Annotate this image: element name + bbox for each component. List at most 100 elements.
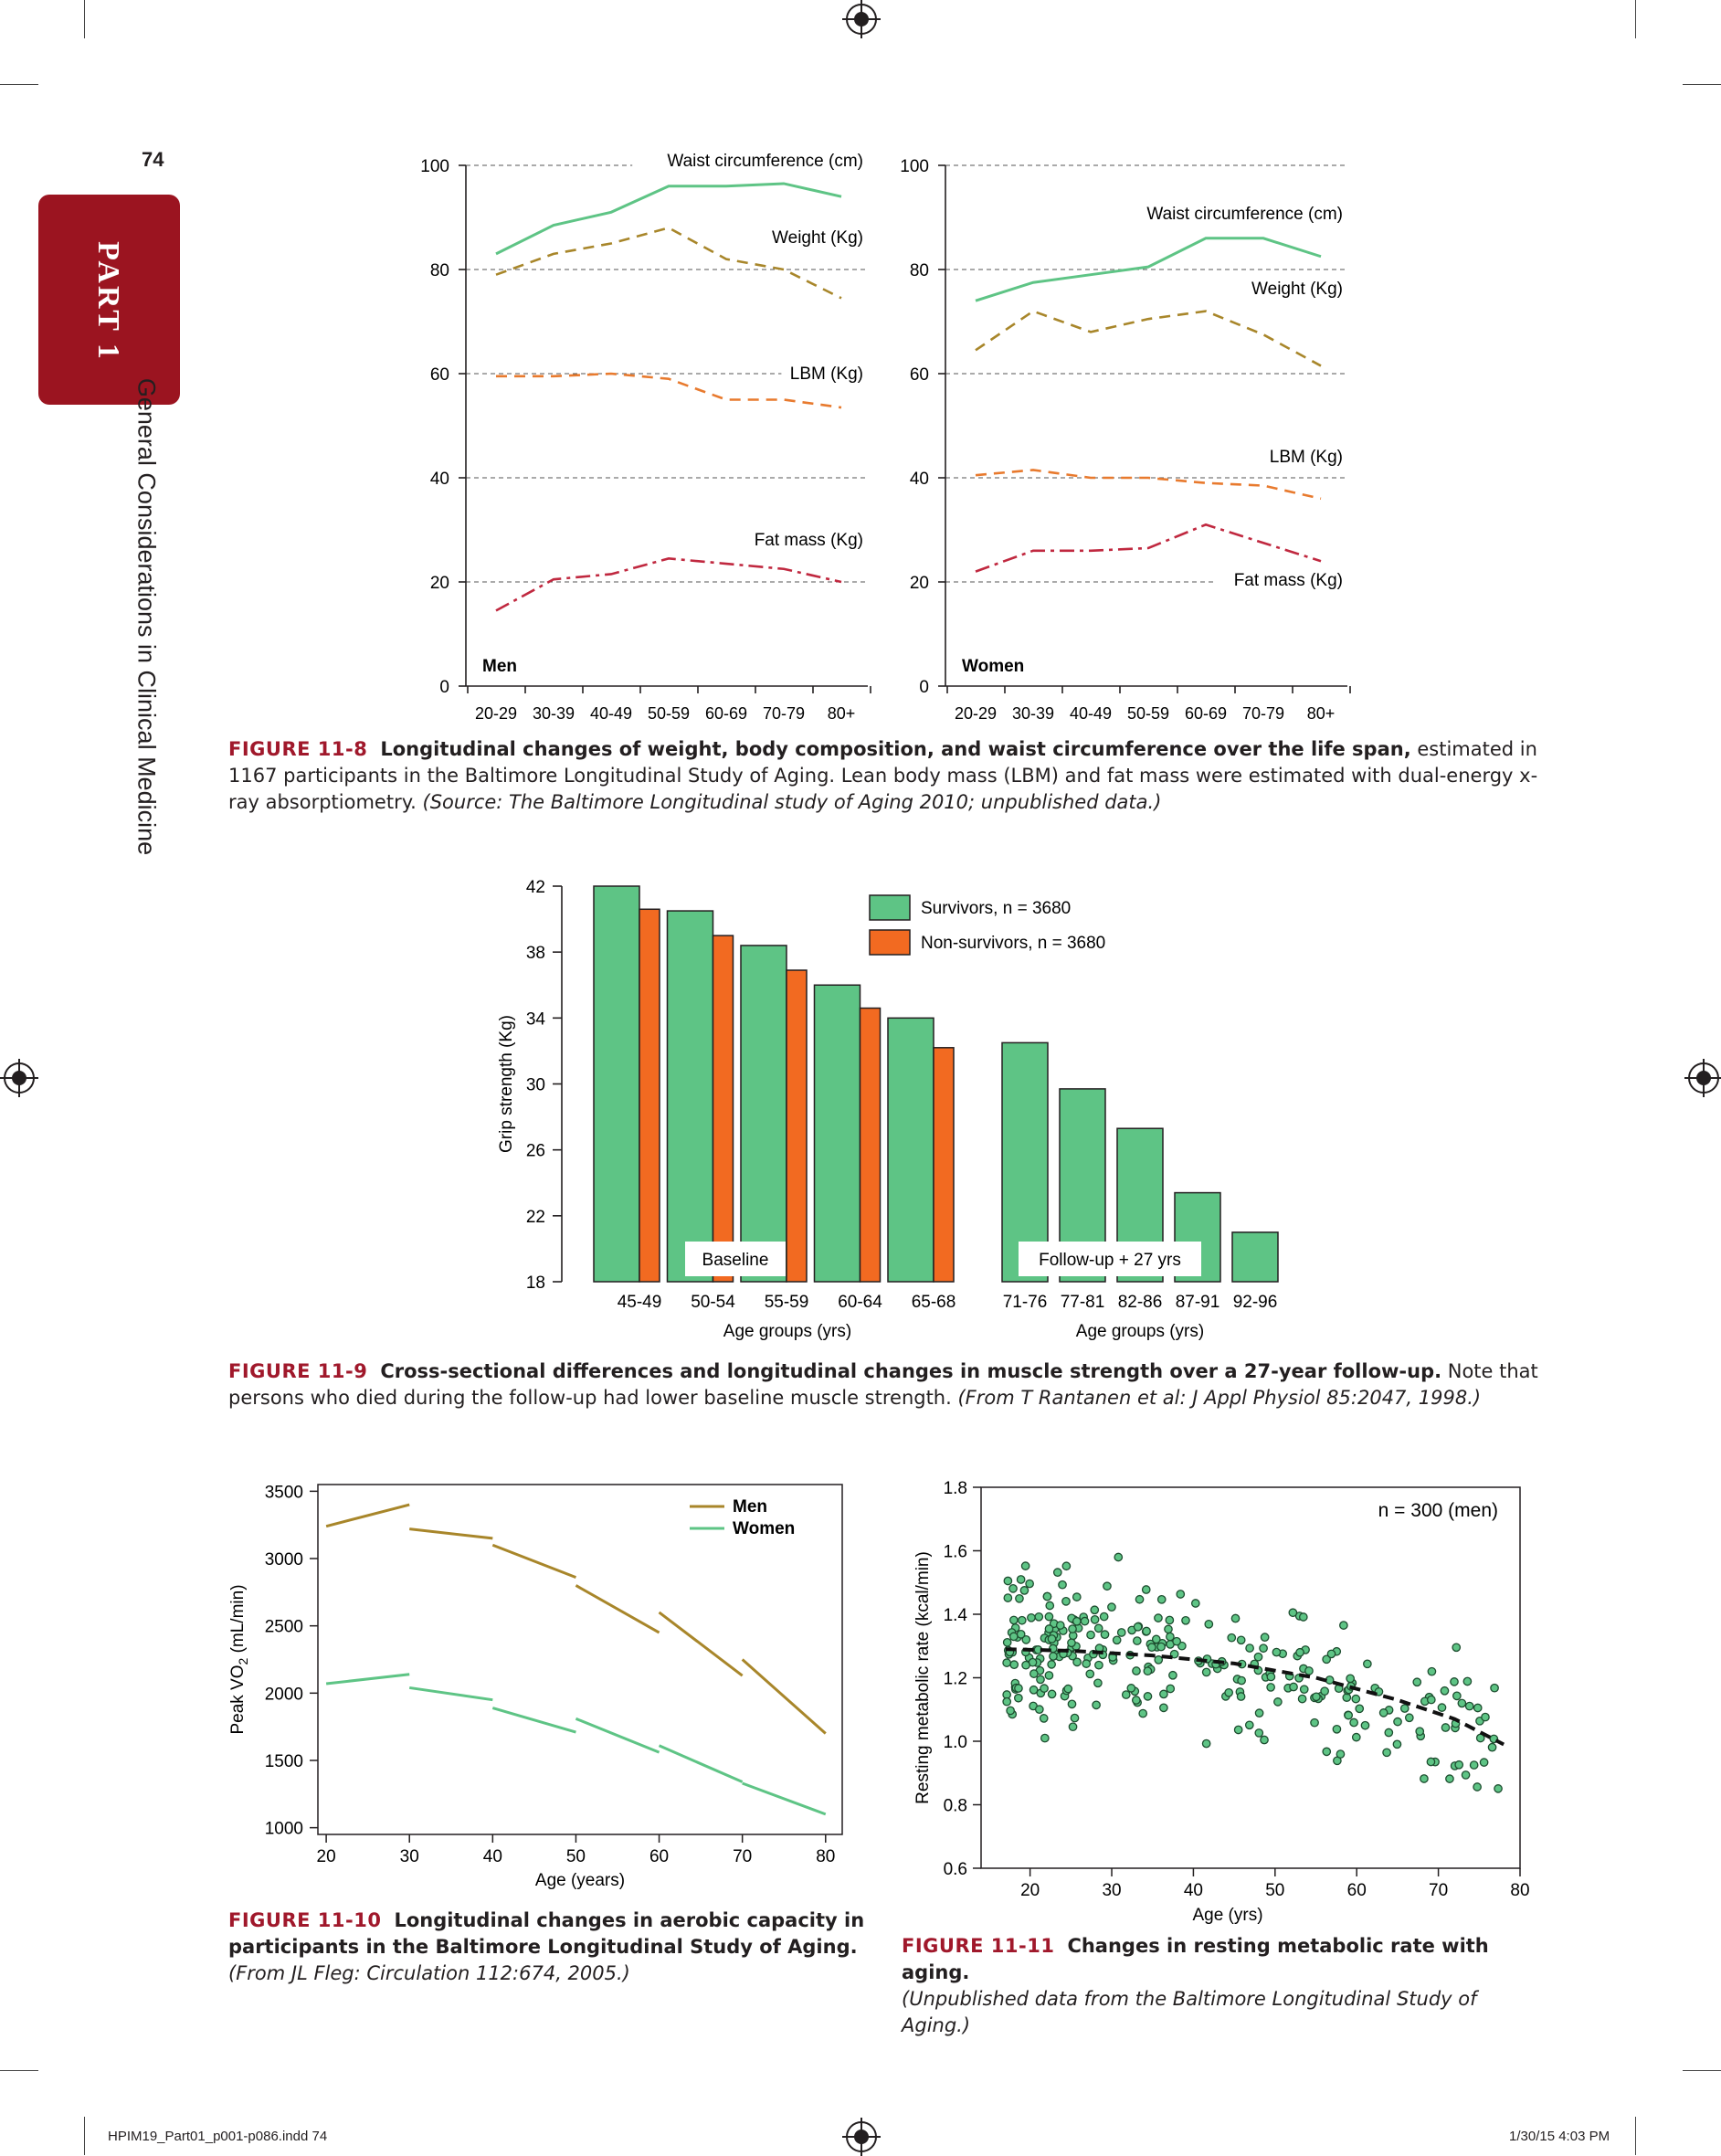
scatter-point — [1297, 1694, 1307, 1704]
scatter-point — [1266, 1683, 1275, 1692]
figure-11-9-chart: 18 22 26 30 34 38 42 Grip strength (Kg) 45-49 50-… — [497, 878, 1279, 1341]
x-tick-label: 40 — [1184, 1881, 1203, 1900]
scatter-point — [1349, 1717, 1358, 1728]
scatter-point — [1029, 1669, 1039, 1678]
series-segment — [325, 1673, 410, 1686]
scatter-point — [1017, 1615, 1027, 1625]
scatter-point — [1092, 1700, 1101, 1710]
group-label: Baseline — [702, 1251, 769, 1270]
y-tick-label: 3000 — [265, 1550, 303, 1569]
y-tick-label: 80 — [430, 261, 449, 280]
panel-label: Women — [962, 657, 1024, 676]
scatter-point — [1273, 1697, 1283, 1707]
scatter-point — [1427, 1666, 1437, 1676]
scatter-point — [1082, 1659, 1092, 1668]
scatter-point — [1044, 1671, 1054, 1680]
y-tick-label: 1.6 — [944, 1543, 967, 1562]
scatter-point — [1479, 1758, 1489, 1767]
scatter-point — [1027, 1612, 1036, 1622]
x-tick-label: 80 — [816, 1847, 835, 1866]
scatter-point — [1126, 1684, 1136, 1693]
scatter-point — [1332, 1724, 1342, 1734]
scatter-point — [1044, 1612, 1054, 1622]
crop-mark — [0, 84, 38, 85]
registration-mark-icon — [0, 1059, 38, 1097]
y-tick-label: 30 — [526, 1076, 545, 1095]
registration-mark-icon — [842, 0, 881, 38]
scatter-point — [1360, 1720, 1370, 1730]
scatter-point — [1224, 1687, 1234, 1697]
scatter-point — [1176, 1590, 1186, 1599]
caption-source: (Unpublished data from the Baltimore Lon… — [902, 1988, 1477, 2036]
bar-survivors — [740, 945, 787, 1283]
series-label: LBM (Kg) — [1270, 448, 1343, 467]
scatter-point — [1392, 1739, 1402, 1749]
scatter-point — [1378, 1708, 1388, 1717]
figure-label: FIGURE 11-9 — [228, 1360, 368, 1382]
footer-timestamp: 1/30/15 4:03 PM — [1509, 2129, 1610, 2144]
scatter-point — [1288, 1608, 1298, 1618]
scatter-point — [1426, 1695, 1436, 1705]
figure-11-10-chart: 1000 1500 2000 2500 3000 3500 20 30 40 50 60 70 80 Ag… — [228, 1483, 843, 1890]
series-label: Waist circumference (cm) — [667, 152, 863, 171]
x-tick-label: 70 — [1429, 1881, 1448, 1900]
y-tick-label: 1.8 — [944, 1479, 967, 1498]
legend-label: Men — [733, 1497, 767, 1517]
x-tick-label: 50-59 — [1127, 704, 1169, 723]
crop-mark — [1683, 2070, 1721, 2071]
label-bg — [1261, 445, 1346, 468]
footer-file-name: HPIM19_Part01_p001-p086.indd 74 — [108, 2129, 328, 2144]
series-segment — [658, 1744, 744, 1783]
x-tick-label: 20-29 — [475, 704, 517, 723]
registration-mark-icon — [842, 2118, 881, 2156]
series-segment — [409, 1686, 493, 1702]
scatter-point — [1154, 1613, 1163, 1622]
scatter-point — [1412, 1677, 1422, 1687]
crop-mark — [1635, 2117, 1636, 2155]
crop-mark — [1683, 84, 1721, 85]
scatter-point — [1165, 1615, 1175, 1625]
bar-nonsurvivors — [786, 969, 808, 1283]
scatter-point — [1034, 1612, 1044, 1622]
scatter-point — [1002, 1638, 1012, 1647]
y-tick-label: 40 — [430, 470, 449, 489]
scatter-point — [1039, 1714, 1049, 1723]
y-tick-label: 22 — [526, 1208, 545, 1227]
scatter-point — [1021, 1660, 1030, 1670]
scatter-point — [1015, 1593, 1024, 1603]
scatter-point — [1135, 1594, 1145, 1604]
scatter-point — [1085, 1669, 1095, 1679]
scatter-point — [1042, 1591, 1052, 1601]
y-tick-label: 100 — [420, 157, 449, 176]
scatter-point — [1259, 1643, 1268, 1654]
scatter-point — [1147, 1643, 1156, 1653]
scatter-point — [1154, 1655, 1164, 1665]
series-line — [975, 310, 1322, 367]
scatter-point — [1047, 1689, 1057, 1699]
y-tick-label: 2000 — [265, 1685, 303, 1704]
scatter-point — [1272, 1647, 1282, 1657]
series-label: Weight (Kg) — [1251, 280, 1343, 299]
series-segment — [491, 1707, 576, 1734]
scatter-point — [1151, 1634, 1161, 1644]
scatter-point — [1132, 1636, 1142, 1645]
caption-title: Changes in resting metabolic rate with a… — [902, 1935, 1489, 1983]
figure-11-10-caption: FIGURE 11-10 Longitudinal changes in aero… — [228, 1908, 877, 1987]
scatter-point — [1166, 1684, 1176, 1694]
y-tick-label: 0 — [439, 678, 449, 697]
scatter-point — [1016, 1630, 1026, 1639]
x-tick-label: 30-39 — [533, 704, 575, 723]
group-label-box — [685, 1242, 786, 1276]
legend-label: Non-survivors, n = 3680 — [921, 934, 1105, 953]
scatter-point — [1393, 1717, 1402, 1727]
x-tick-label: 50 — [1265, 1881, 1284, 1900]
bar-nonsurvivors — [639, 908, 660, 1283]
scatter-point — [1494, 1784, 1503, 1793]
x-tick-label: 80 — [1510, 1881, 1529, 1900]
y-tick-label: 26 — [526, 1142, 545, 1161]
scatter-point — [1114, 1552, 1124, 1562]
scatter-point — [1204, 1619, 1214, 1629]
y-tick-label: 1.4 — [944, 1606, 968, 1625]
y-tick-label: 1500 — [265, 1752, 303, 1771]
legend-label: Women — [733, 1519, 795, 1538]
